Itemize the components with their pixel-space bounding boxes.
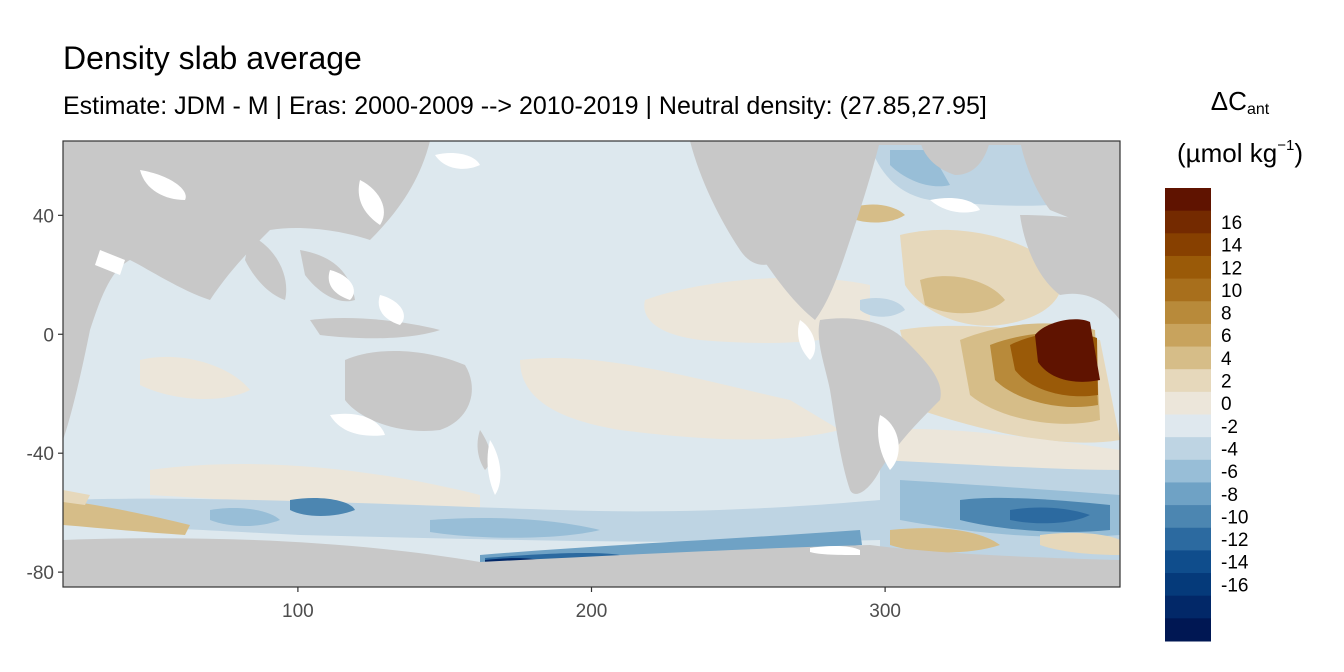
legend-color-step [1165, 437, 1211, 461]
legend-color-step [1165, 459, 1211, 483]
legend-color-step [1165, 255, 1211, 280]
chart-title: Density slab average [63, 40, 362, 76]
legend-color-step [1165, 414, 1211, 438]
legend-title-main: ΔCant [1210, 86, 1270, 118]
y-tick-label: -80 [27, 563, 54, 584]
legend-tick-label: -4 [1221, 439, 1238, 460]
legend-tick-label: 6 [1221, 326, 1232, 347]
legend-title: ΔCant (µmol kg−1) [1160, 88, 1320, 166]
x-axis: 100 200 300 [282, 587, 901, 622]
legend-color-step [1165, 482, 1211, 506]
strong-warm-patch [1035, 319, 1100, 382]
legend-tick-label: 10 [1221, 281, 1242, 302]
y-tick-label: -40 [27, 444, 54, 465]
missing-data [95, 153, 980, 555]
legend-unit: (µmol kg−1) [1177, 137, 1303, 168]
legend-color-step [1165, 278, 1211, 302]
legend-color-step [1165, 505, 1211, 529]
legend-tick-label: 14 [1221, 236, 1243, 257]
legend-tick-label: -2 [1221, 417, 1238, 438]
legend-tick-label: -16 [1221, 575, 1248, 596]
legend-color-step [1165, 323, 1211, 348]
legend-color-step [1165, 301, 1211, 325]
land-africa [1020, 215, 1120, 320]
legend-color-step [1165, 527, 1211, 551]
legend-color-step [1165, 233, 1211, 257]
land-australia [345, 350, 472, 431]
legend-tick-label: 16 [1221, 213, 1242, 234]
legend-color-step [1165, 210, 1211, 234]
legend-tick-label: 12 [1221, 258, 1242, 279]
x-tick-label: 300 [869, 601, 901, 622]
legend-color-step [1165, 391, 1211, 415]
legend-tick-label: -14 [1221, 553, 1249, 574]
y-tick-label: 40 [33, 206, 54, 227]
x-tick-label: 200 [576, 601, 608, 622]
y-axis: 40 0 -40 -80 [27, 206, 63, 584]
legend-tick-label: 0 [1221, 394, 1232, 415]
chart-subtitle: Estimate: JDM - M | Eras: 2000-2009 --> … [63, 92, 987, 120]
legend-tick-label: -12 [1221, 530, 1248, 551]
legend-tick-label: 8 [1221, 304, 1232, 325]
legend-color-step [1165, 595, 1211, 619]
land-africa-eurasia-west [63, 141, 430, 440]
legend-color-step [1165, 346, 1211, 370]
y-tick-label: 0 [43, 325, 54, 346]
legend-tick-label: -10 [1221, 507, 1248, 528]
legend-tick-label: -6 [1221, 462, 1238, 483]
legend-tick-label: 2 [1221, 372, 1232, 393]
legend-tick-label: -8 [1221, 485, 1238, 506]
legend-color-step [1165, 369, 1211, 393]
legend-color-step [1165, 188, 1211, 212]
x-tick-label: 100 [282, 601, 314, 622]
legend-color-step [1165, 550, 1211, 574]
legend-color-step [1165, 573, 1211, 597]
legend-tick-label: 4 [1221, 349, 1232, 370]
legend-color-step [1165, 618, 1211, 642]
land-south-america [818, 318, 941, 494]
